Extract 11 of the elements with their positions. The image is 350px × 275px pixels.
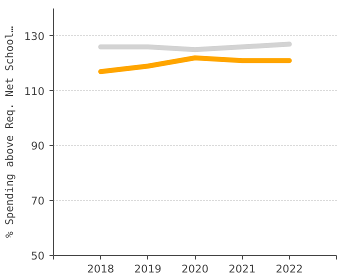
y-axis-title: % Spending above Req. Net School… xyxy=(3,26,16,238)
x-tick-label: 2022 xyxy=(276,262,303,275)
y-tick-label: 130 xyxy=(24,30,45,43)
x-tick-label: 2018 xyxy=(87,262,114,275)
y-tick-label: 70 xyxy=(30,194,45,208)
y-tick-label: 90 xyxy=(30,140,45,153)
y-tick-label: 110 xyxy=(24,84,45,98)
x-tick-label: 2020 xyxy=(181,262,209,275)
y-tick-label: 50 xyxy=(30,250,45,262)
x-tick-label: 2019 xyxy=(134,262,162,275)
x-tick-label: 2021 xyxy=(228,262,256,275)
